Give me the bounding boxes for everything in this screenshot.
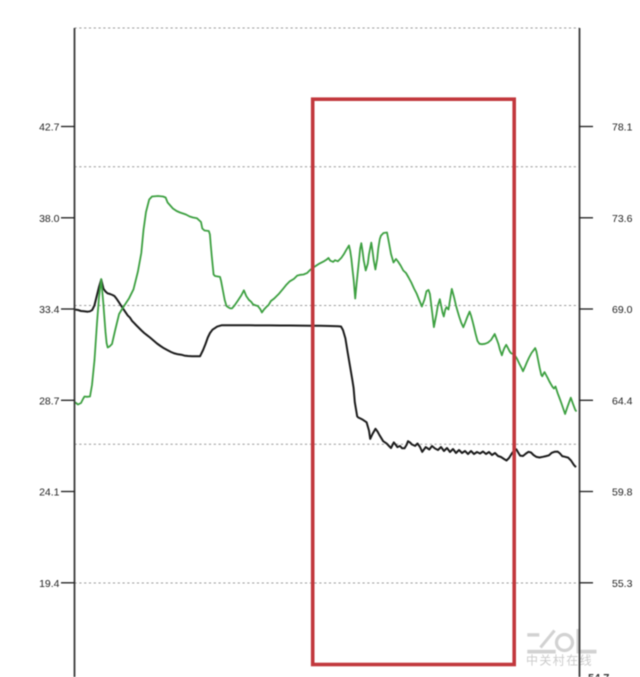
svg-text:54.7: 54.7 — [588, 673, 609, 677]
svg-text:28.7: 28.7 — [39, 395, 60, 407]
svg-text:64.4: 64.4 — [612, 395, 633, 407]
svg-text:55.3: 55.3 — [612, 578, 633, 590]
svg-text:59.8: 59.8 — [612, 487, 633, 499]
svg-text:24.1: 24.1 — [39, 487, 60, 499]
svg-text:19.4: 19.4 — [39, 578, 60, 590]
svg-text:33.4: 33.4 — [39, 304, 60, 316]
svg-text:38.0: 38.0 — [39, 213, 60, 225]
svg-text:42.7: 42.7 — [39, 122, 60, 134]
svg-text:78.1: 78.1 — [612, 122, 633, 134]
svg-text:中关村在线: 中关村在线 — [526, 653, 593, 668]
svg-text:73.6: 73.6 — [612, 213, 633, 225]
svg-text:69.0: 69.0 — [612, 304, 633, 316]
